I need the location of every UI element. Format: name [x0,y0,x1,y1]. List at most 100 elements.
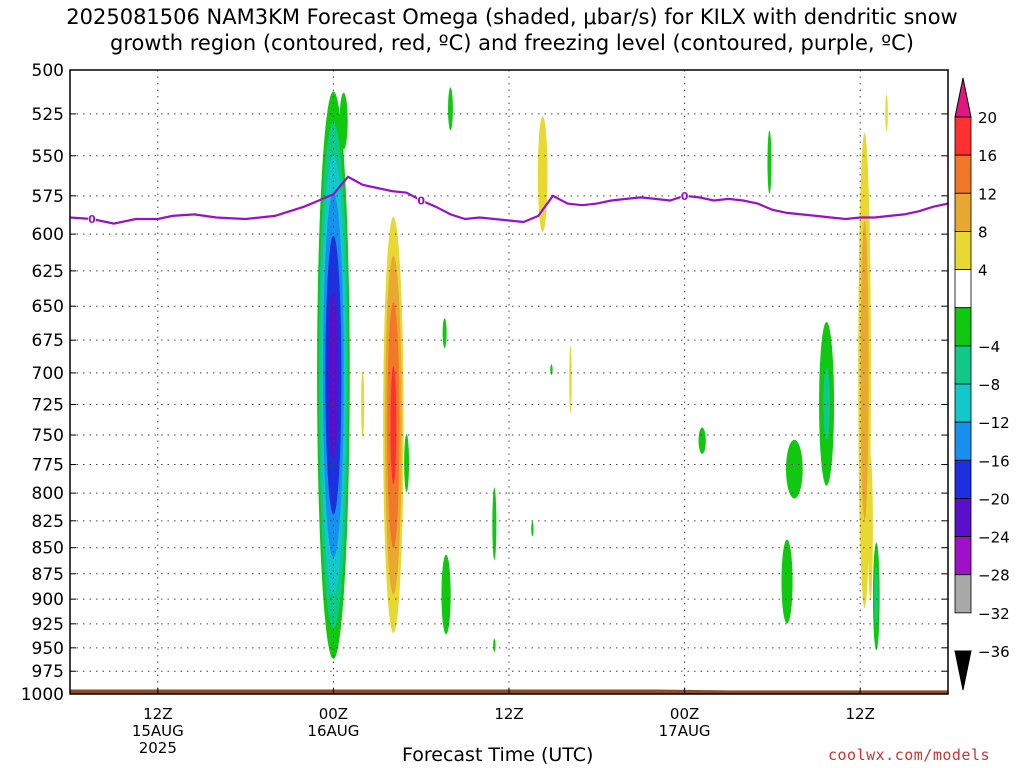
colorbar-bin-13 [954,574,972,614]
y-tick-label-950: 950 [32,639,64,659]
x-tick-label-18-2: 16AUG [307,722,359,740]
omega-cell-11 [537,116,548,232]
freezing-level-label-0: 0 [88,213,96,226]
omega-cell-17 [781,539,793,624]
y-tick-label-550: 550 [32,147,64,167]
omega-contour-22-4 [885,94,888,132]
omega-cell-4 [441,554,451,635]
title-line-1: 2025081506 NAM3KM Forecast Omega (shaded… [66,5,958,29]
colorbar-bin-4 [954,231,972,270]
omega-contour-2-16 [390,365,397,485]
y-tick-label-750: 750 [32,426,64,446]
y-tick-label-525: 525 [32,105,64,125]
colorbar-bin-11 [954,498,972,537]
colorbar-label-4: 4 [978,262,988,280]
omega-contour-10-4 [531,521,534,537]
omega-contour-20-4 [868,455,873,600]
colorbar-bin-1 [954,116,972,156]
omega-contour-14-4 [698,427,706,454]
omega-cell-16 [785,439,803,499]
omega-cell-20 [868,455,873,600]
y-tick-label-650: 650 [32,297,64,317]
colorbar-label-7: −12 [978,414,1010,432]
y-tick-label-675: 675 [32,331,64,351]
x-tick-label-6-3: 2025 [139,739,177,757]
y-tick-label-1000: 1000 [21,685,64,705]
colorbar-label-5: −4 [978,338,1000,356]
credit-text: coolwx.com/models [828,746,991,764]
omega-cell-14 [698,427,706,454]
x-tick-label-30-1: 12Z [494,705,523,723]
x-axis-label: Forecast Time (UTC) [402,744,594,766]
colorbar-label-3: 8 [978,223,988,241]
colorbar-label-9: −20 [978,490,1010,508]
omega-contour-6-4 [404,434,409,492]
freezing-level-label-1: 0 [417,195,425,208]
y-tick-label-975: 975 [32,662,64,682]
omega-contour-19-8 [860,220,869,521]
omega-cell-12 [569,344,572,414]
y-tick-label-900: 900 [32,590,64,610]
colorbar-label-10: −24 [978,529,1010,547]
freezing-level-label-2: 0 [681,190,689,203]
x-tick-label-6-1: 12Z [143,705,172,723]
x-tick-label-6-2: 15AUG [132,722,184,740]
colorbar-label-2: 12 [978,185,997,203]
omega-cell-6 [404,434,409,492]
colorbar-bin-9 [954,421,972,461]
omega-contour-4-4 [441,554,451,635]
omega-contour-9-4 [493,638,496,652]
omega-cell-10 [531,521,534,537]
omega-cell-13 [550,364,553,376]
omega-cell-22 [885,94,888,132]
y-tick-label-500: 500 [32,61,64,81]
y-tick-label-625: 625 [32,262,64,282]
omega-cell-3 [448,87,453,131]
omega-contour-15-4 [767,130,772,194]
colorbar-label-11: −28 [978,567,1010,585]
omega-cell-0 [317,91,350,660]
freezing-label-bg-2 [680,189,689,202]
colorbar: 20 16 12 8 4 −4 −8 −12 −16 −20 −24 −28 −32 −36 [954,77,1010,691]
omega-contour-13-4 [550,364,553,376]
grid-lines [70,70,948,694]
omega-cell-8 [492,487,497,560]
colorbar-bin-6 [954,307,972,347]
omega-contour-18-8 [823,367,830,440]
omega-contour-5-4 [442,318,447,348]
colorbar-bin-5 [954,269,972,309]
colorbar-bottom-arrow [954,650,972,691]
colorbar-label-8: −16 [978,452,1010,470]
omega-cell-15 [767,130,772,194]
colorbar-label-13: −36 [978,643,1010,661]
colorbar-label-0: 20 [978,109,997,127]
colorbar-label-6: −8 [978,376,1000,394]
omega-contour-12-4 [569,344,572,414]
y-tick-label-850: 850 [32,539,64,559]
y-tick-label-800: 800 [32,484,64,504]
y-tick-label-575: 575 [32,187,64,207]
colorbar-bin-7 [954,345,972,385]
freezing-level-contour: 0 0 0 [70,175,948,226]
freezing-label-bg-0 [87,213,96,226]
omega-contour-0-24 [328,290,339,460]
omega-cell-9 [493,638,496,652]
colorbar-bin-10 [954,459,972,499]
omega-cell-21 [872,542,880,651]
omega-cell-2 [383,216,404,633]
omega-contour-16-4 [785,439,803,499]
freezing-label-bg-1 [417,194,426,207]
x-tick-label-54-1: 12Z [846,705,875,723]
y-axis: 500 525 550 575 600 625 650 675 700 725 750 775 800 8… [21,61,948,705]
omega-contour-17-4 [781,539,793,624]
omega-contour-21-8 [874,566,879,627]
y-tick-label-725: 725 [32,395,64,415]
y-tick-label-700: 700 [32,364,64,384]
omega-contour-8-4 [492,487,497,560]
omega-cell-1 [339,92,348,150]
colorbar-top-arrow [954,77,972,118]
y-tick-label-775: 775 [32,456,64,476]
y-tick-label-875: 875 [32,565,64,585]
